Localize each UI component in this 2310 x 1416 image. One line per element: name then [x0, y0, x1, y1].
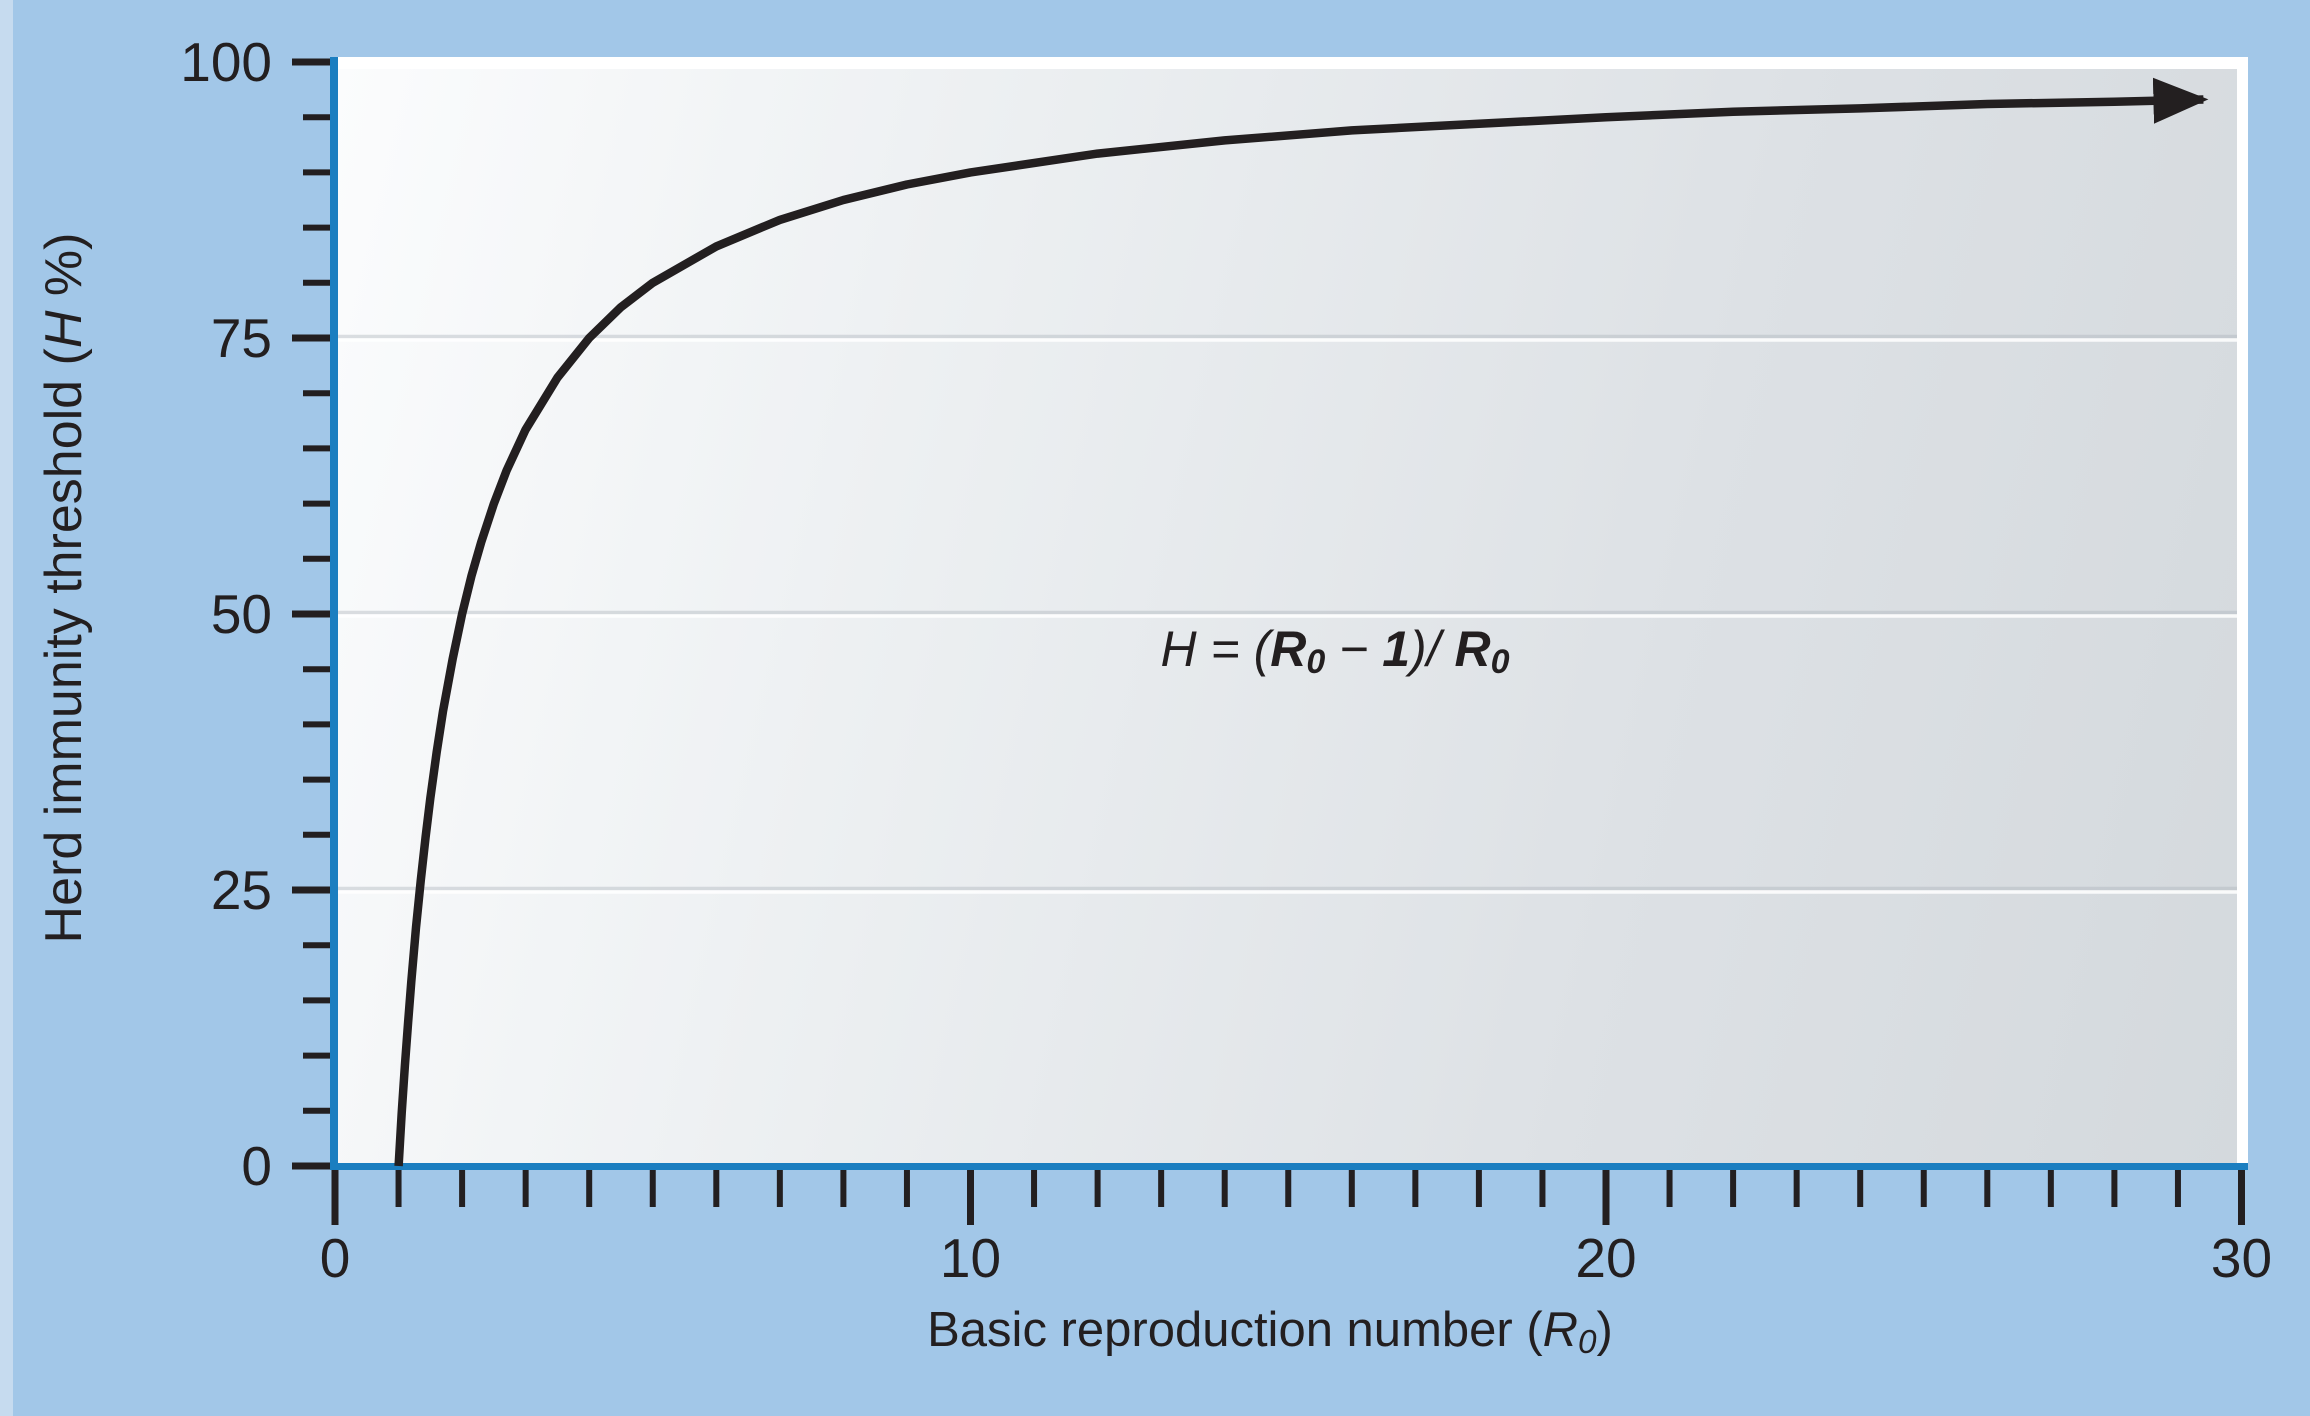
- y-axis-line: [330, 57, 338, 1170]
- x-axis-title: Basic reproduction number (R0): [927, 1303, 1613, 1362]
- x-tick-label-10: 10: [939, 1227, 1002, 1289]
- y-axis-var-H: H: [35, 310, 93, 349]
- x-axis-var-R0: R0: [1542, 1303, 1597, 1362]
- formula-R0-first: R0: [1270, 621, 1326, 682]
- ticks-group: [292, 58, 2245, 1225]
- formula-R0-second: R0: [1454, 621, 1510, 682]
- y-axis-title-text: Herd immunity threshold (H %): [35, 232, 93, 944]
- y-tick-label-75: 75: [210, 307, 272, 369]
- x-tick-label-30: 30: [2210, 1227, 2273, 1289]
- page-edge-highlight: [0, 0, 13, 1416]
- x-tick-label-0: 0: [319, 1227, 351, 1289]
- x-axis-line: [330, 1163, 2248, 1170]
- y-tick-label-50: 50: [210, 583, 272, 645]
- herd-immunity-curve: [394, 77, 2209, 1167]
- gridlines-group: [338, 334, 2237, 894]
- y-tick-label-0: 0: [241, 1135, 272, 1197]
- x-tick-label-20: 20: [1575, 1227, 1637, 1289]
- formula-annotation: H = (R0 − 1)/ R0: [1160, 621, 1510, 682]
- y-tick-label-100: 100: [180, 31, 272, 93]
- y-tick-label-25: 25: [210, 859, 272, 921]
